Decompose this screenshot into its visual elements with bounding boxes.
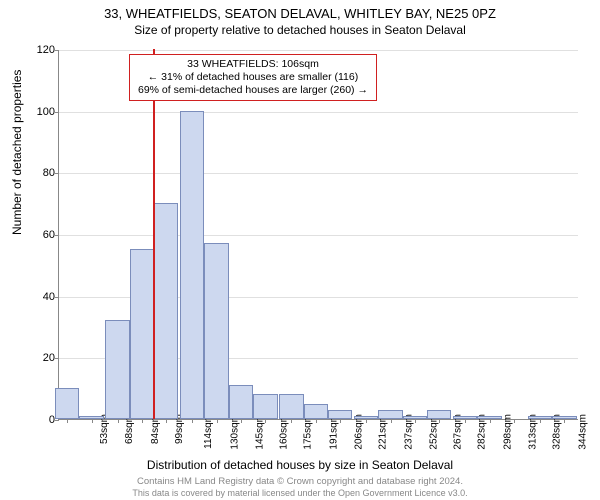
xtick-mark xyxy=(514,419,515,423)
histogram-bar xyxy=(279,394,303,419)
xtick-label: 145sqm xyxy=(254,414,265,450)
xtick-label: 344sqm xyxy=(578,414,589,450)
histogram-bar xyxy=(204,243,228,419)
histogram-bar xyxy=(378,410,402,419)
x-axis-label: Distribution of detached houses by size … xyxy=(0,458,600,472)
xtick-mark xyxy=(564,419,565,423)
xtick-label: 313sqm xyxy=(527,414,538,450)
xtick-mark xyxy=(391,419,392,423)
histogram-bar xyxy=(180,111,204,419)
xtick-mark xyxy=(241,419,242,423)
gridline xyxy=(59,235,578,236)
histogram-bar xyxy=(130,249,154,419)
ytick-label: 80 xyxy=(27,167,55,179)
chart-title: 33, WHEATFIELDS, SEATON DELAVAL, WHITLEY… xyxy=(0,6,600,21)
xtick-label: 328sqm xyxy=(552,414,563,450)
xtick-mark xyxy=(490,419,491,423)
y-axis-label: Number of detached properties xyxy=(10,70,24,235)
xtick-mark xyxy=(142,419,143,423)
xtick-label: 282sqm xyxy=(477,414,488,450)
ytick-mark xyxy=(55,297,59,298)
annotation-line1: 33 WHEATFIELDS: 106sqm xyxy=(138,58,368,71)
xtick-mark xyxy=(439,419,440,423)
xtick-label: 267sqm xyxy=(452,414,463,450)
xtick-mark xyxy=(366,419,367,423)
plot-area: 33 WHEATFIELDS: 106sqm ← 31% of detached… xyxy=(58,50,578,420)
ytick-label: 0 xyxy=(27,414,55,426)
annotation-line2: ← 31% of detached houses are smaller (11… xyxy=(138,71,368,84)
xtick-label: 114sqm xyxy=(203,414,214,449)
footer-line1: Contains HM Land Registry data © Crown c… xyxy=(0,477,600,488)
xtick-label: 206sqm xyxy=(353,414,364,450)
gridline xyxy=(59,50,578,51)
histogram-bar xyxy=(427,410,451,419)
ytick-mark xyxy=(55,420,59,421)
ytick-mark xyxy=(55,235,59,236)
footer: Contains HM Land Registry data © Crown c… xyxy=(0,477,600,498)
histogram-bar xyxy=(55,388,79,419)
chart-subtitle: Size of property relative to detached ho… xyxy=(0,23,600,37)
annotation-line3: 69% of semi-detached houses are larger (… xyxy=(138,84,368,97)
histogram-bar xyxy=(154,203,178,419)
xtick-label: 298sqm xyxy=(503,414,514,450)
annotation-box: 33 WHEATFIELDS: 106sqm ← 31% of detached… xyxy=(129,54,377,101)
ytick-mark xyxy=(55,173,59,174)
ytick-label: 100 xyxy=(27,106,55,118)
histogram-bar xyxy=(253,394,277,419)
ytick-label: 20 xyxy=(27,352,55,364)
histogram-bar xyxy=(105,320,129,419)
chart-canvas: 33 WHEATFIELDS: 106sqm ← 31% of detached… xyxy=(58,50,578,420)
xtick-mark xyxy=(540,419,541,423)
xtick-label: 237sqm xyxy=(404,414,415,450)
xtick-mark xyxy=(92,419,93,423)
ytick-label: 40 xyxy=(27,291,55,303)
xtick-label: 191sqm xyxy=(329,414,340,450)
ytick-label: 60 xyxy=(27,229,55,241)
xtick-label: 221sqm xyxy=(378,414,389,450)
xtick-mark xyxy=(415,419,416,423)
xtick-mark xyxy=(217,419,218,423)
xtick-mark xyxy=(118,419,119,423)
ytick-mark xyxy=(55,358,59,359)
ytick-label: 120 xyxy=(27,44,55,56)
xtick-mark xyxy=(192,419,193,423)
gridline xyxy=(59,112,578,113)
xtick-mark xyxy=(67,419,68,423)
xtick-mark xyxy=(465,419,466,423)
xtick-mark xyxy=(265,419,266,423)
histogram-bar xyxy=(304,404,328,419)
gridline xyxy=(59,173,578,174)
ytick-mark xyxy=(55,112,59,113)
reference-line xyxy=(153,49,155,419)
histogram-bar xyxy=(328,410,352,419)
xtick-label: 130sqm xyxy=(230,414,241,450)
xtick-label: 175sqm xyxy=(303,414,314,450)
xtick-label: 252sqm xyxy=(428,414,439,450)
xtick-label: 160sqm xyxy=(279,414,290,450)
xtick-mark xyxy=(340,419,341,423)
xtick-mark xyxy=(291,419,292,423)
xtick-mark xyxy=(316,419,317,423)
ytick-mark xyxy=(55,50,59,51)
footer-line2: This data is covered by material license… xyxy=(0,488,600,498)
histogram-bar xyxy=(229,385,253,419)
xtick-mark xyxy=(166,419,167,423)
